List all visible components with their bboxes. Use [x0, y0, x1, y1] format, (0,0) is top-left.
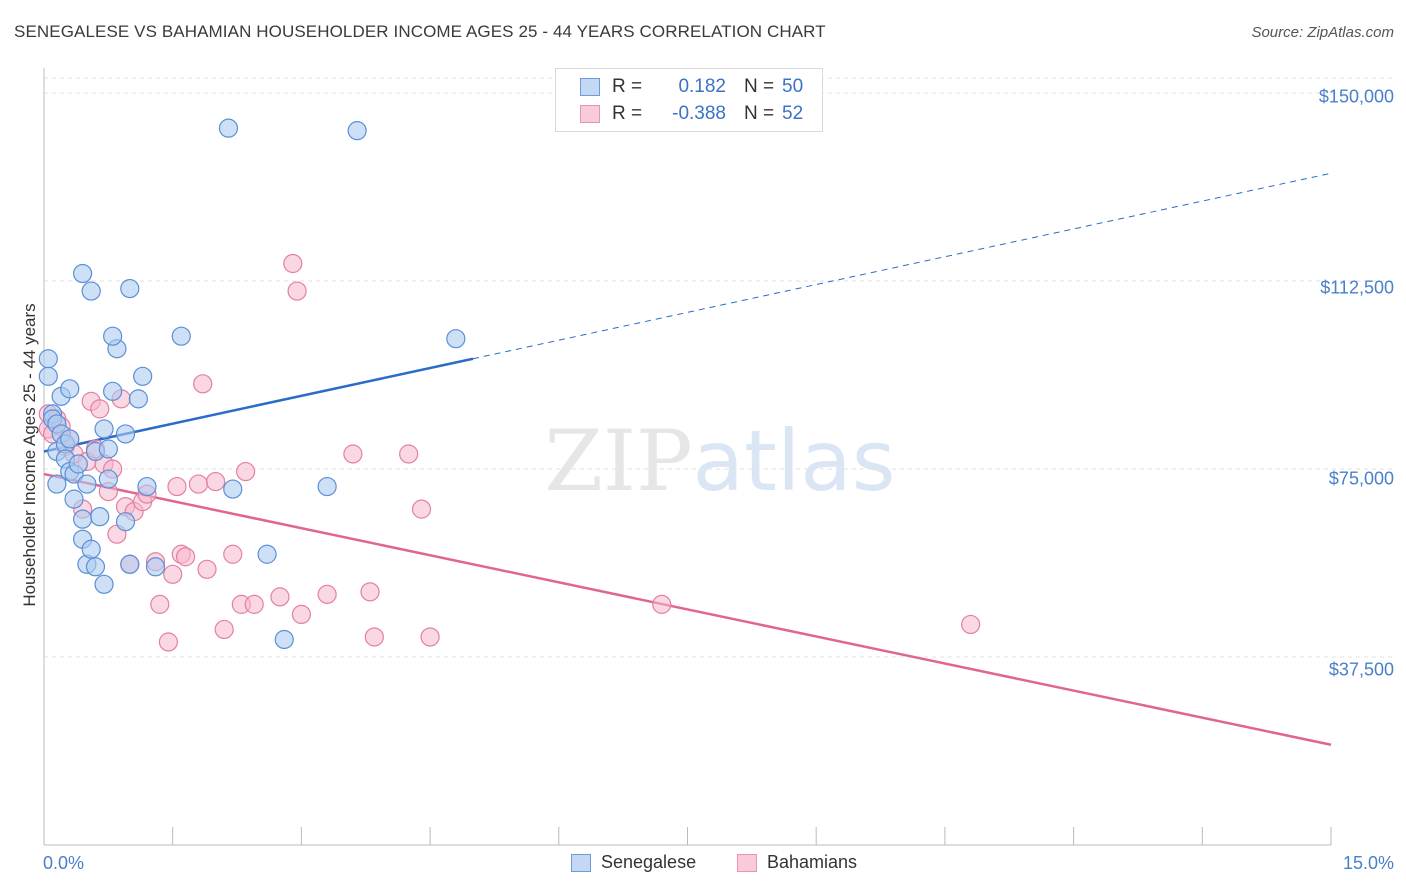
bahamians-point [193, 374, 213, 394]
senegalese-point [103, 326, 123, 346]
senegalese-point [446, 329, 466, 349]
bahamians-point [399, 444, 419, 464]
bahamians-point [90, 399, 110, 419]
x-tick-label-max: 15.0% [1342, 853, 1394, 873]
legend-r-value-senegalese: 0.182 [678, 76, 726, 97]
senegalese-point [47, 474, 67, 494]
senegalese-legend-swatch [571, 853, 591, 872]
watermark-zip: ZIP [544, 412, 692, 510]
y-axis-label: Householder Income Ages 25 - 44 years [20, 303, 39, 607]
senegalese-point [98, 469, 118, 489]
bahamians-point [317, 584, 337, 604]
bahamians-swatch [580, 105, 600, 123]
senegalese-point [218, 118, 239, 138]
senegalese-point [64, 489, 84, 509]
bahamians-point [652, 594, 672, 614]
series-legend-senegalese: Senegalese [571, 852, 696, 873]
source-label: Source: ZipAtlas.com [1251, 24, 1394, 41]
legend-n-label: N = [744, 103, 775, 124]
bahamians-point [167, 476, 187, 497]
watermark-atlas: atlas [693, 412, 896, 510]
bahamians-point [223, 544, 243, 564]
bahamians-point [420, 627, 440, 647]
senegalese-point [73, 263, 93, 284]
senegalese-point [115, 424, 136, 444]
senegalese-point [38, 366, 58, 386]
y-tick-label-150000: $150,000 [1318, 86, 1394, 107]
senegalese-point [115, 512, 136, 532]
bahamians-point [214, 619, 234, 640]
legend-r-value-bahamians: -0.388 [672, 103, 726, 124]
series-legend-bahamians: Bahamians [737, 852, 857, 873]
legend-n-label: N = [744, 76, 775, 97]
senegalese-point [347, 121, 367, 141]
bahamians-legend-label: Bahamians [767, 852, 858, 872]
y-tick-label-112500: $112,500 [1320, 277, 1394, 298]
legend-r-label: R = [612, 103, 643, 124]
bahamians-point [364, 627, 384, 647]
senegalese-point [68, 454, 88, 474]
senegalese-point [137, 476, 157, 497]
senegalese-point [257, 544, 277, 564]
senegalese-point [94, 419, 114, 439]
senegalese-point [128, 389, 148, 409]
legend-row-bahamians: R = -0.388 N = 52 [580, 102, 803, 126]
bahamians-point [360, 582, 380, 602]
senegalese-point [317, 476, 337, 497]
senegalese-point [103, 381, 123, 401]
legend-n-value-bahamians: 52 [782, 103, 804, 124]
bahamians-point [291, 604, 311, 625]
senegalese-point [73, 509, 93, 529]
bahamians-point [244, 594, 264, 614]
senegalese-swatch [580, 78, 600, 96]
senegalese-point [223, 479, 243, 499]
bahamians-point [158, 632, 179, 652]
senegalese-point [81, 539, 101, 559]
bahamians-point [961, 614, 981, 635]
bahamians-point [411, 499, 432, 519]
senegalese-trend-line [43, 357, 474, 453]
correlation-legend: R = 0.182 N = 50 R = -0.388 N = 52 [555, 68, 823, 132]
senegalese-point [60, 429, 80, 449]
senegalese-point [120, 554, 140, 574]
legend-row-senegalese: R = 0.182 N = 50 [580, 75, 803, 99]
bahamians-point [270, 587, 290, 607]
bahamians-trend-line [43, 472, 1332, 746]
y-tick-label-37500: $37,500 [1328, 659, 1394, 680]
bahamians-point [163, 564, 183, 584]
senegalese-point [120, 278, 140, 299]
senegalese-point [85, 557, 106, 577]
senegalese-point [81, 281, 101, 301]
bahamians-point [206, 471, 226, 492]
senegalese-trend-extension [472, 172, 1332, 360]
legend-n-value-senegalese: 50 [782, 76, 804, 97]
bahamians-point [150, 594, 170, 614]
x-tick-label-min: 0.0% [43, 853, 85, 873]
bahamians-point [283, 253, 303, 274]
senegalese-point [145, 557, 166, 577]
bahamians-legend-swatch [737, 853, 757, 872]
senegalese-point [60, 379, 80, 399]
senegalese-point [98, 439, 118, 459]
bahamians-point [287, 281, 307, 301]
senegalese-point [171, 326, 191, 346]
senegalese-point [133, 366, 153, 386]
bahamians-point [175, 547, 196, 567]
senegalese-legend-label: Senegalese [601, 852, 697, 872]
watermark: ZIPatlas [544, 412, 895, 510]
senegalese-point [274, 629, 294, 650]
y-tick-label-75000: $75,000 [1328, 468, 1394, 489]
senegalese-point [77, 474, 97, 494]
bahamians-point [188, 474, 209, 494]
bahamians-point [343, 444, 363, 464]
senegalese-point [94, 574, 114, 594]
chart-title: SENEGALESE VS BAHAMIAN HOUSEHOLDER INCOM… [14, 22, 826, 41]
senegalese-point [38, 349, 58, 369]
bahamians-point [197, 559, 217, 579]
senegalese-point [90, 507, 110, 527]
bahamians-point [236, 461, 256, 482]
legend-r-label: R = [612, 76, 643, 97]
